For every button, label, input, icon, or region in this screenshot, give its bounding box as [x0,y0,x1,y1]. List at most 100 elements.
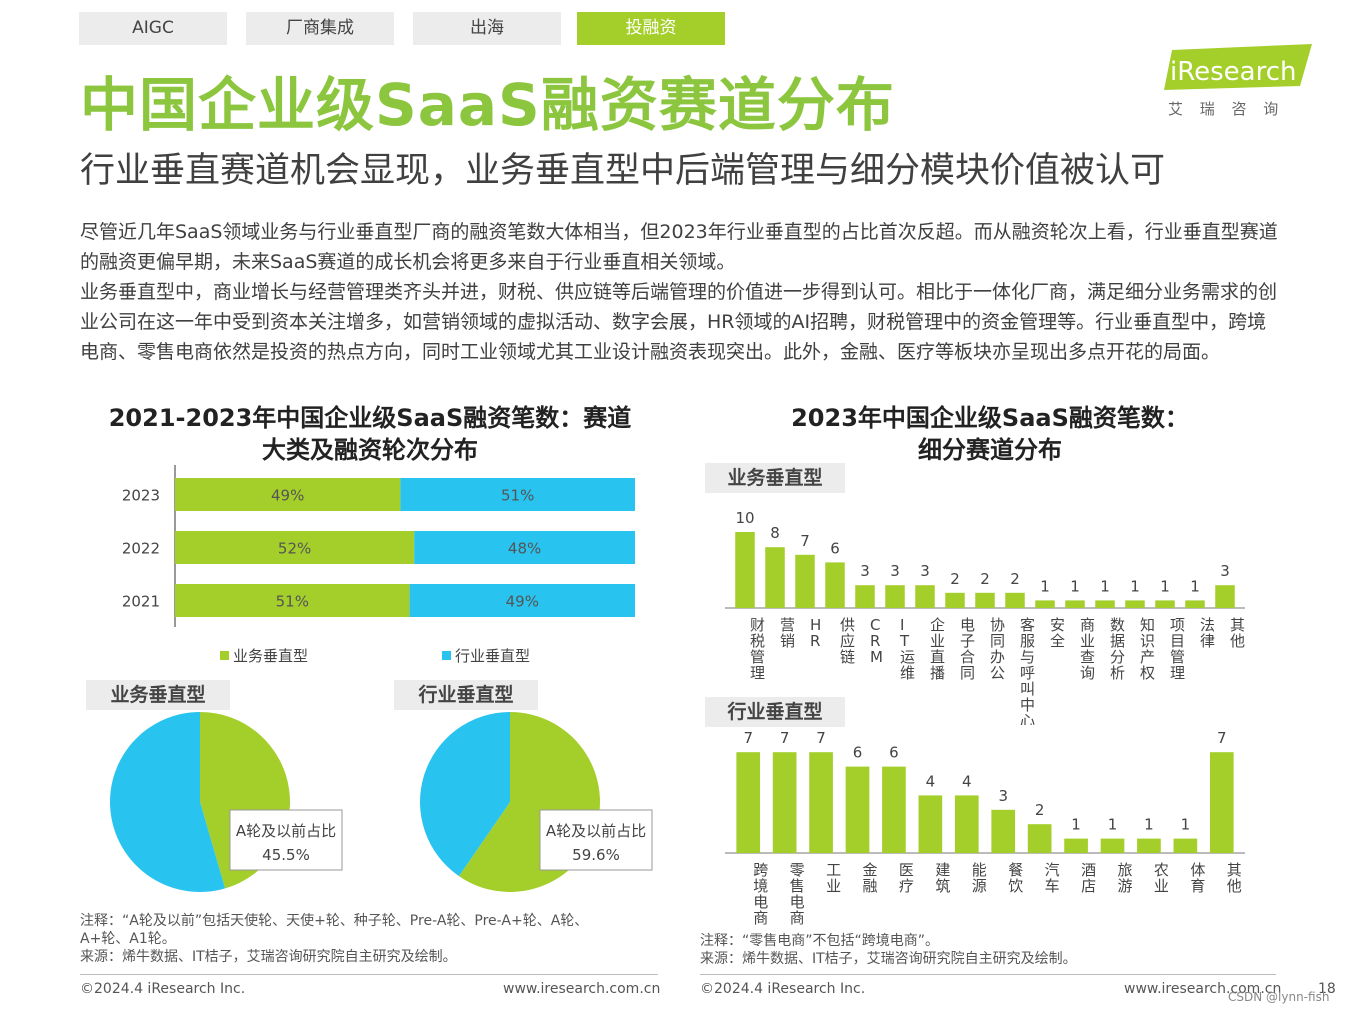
bar-data-label: 1 [1100,577,1110,595]
x-tick-label: 其他 [1227,861,1242,895]
bar-data-label: 2 [980,570,990,588]
bar [885,585,905,608]
x-tick-label: 客服与呼叫中心 [1020,616,1035,725]
bar-data-label: 1 [1130,577,1140,595]
bar [845,766,870,853]
legend-label: 行业垂直型 [455,647,530,665]
x-tick-label: 电子合同 [960,616,975,682]
bar [795,554,815,608]
bar-data-label: 1 [1108,816,1118,834]
right-footer-copyright: ©2024.4 iResearch Inc. [700,981,866,997]
left-note-line1: 注释：“A轮及以前”包括天使轮、天使+轮、种子轮、Pre-A轮、Pre-A+轮、… [80,913,589,929]
pie-label-industry: 行业垂直型 [394,680,538,710]
bar-segment [400,478,635,511]
bar-data-label: 52% [278,540,311,558]
bar [1155,600,1175,608]
bar-data-label: 8 [770,524,780,542]
tab-overseas[interactable]: 出海 [413,12,561,45]
bar-data-label: 3 [860,562,870,580]
body-paragraph-1: 尽管近几年SaaS领域业务与行业垂直型厂商的融资笔数大体相当，但2023年行业垂… [80,221,1278,273]
pie-callout-caption: A轮及以前占比 [236,822,336,840]
x-tick-label: 财税管理 [750,616,765,682]
bar [1005,592,1025,608]
bar [765,547,785,608]
bar-data-label: 7 [800,532,810,550]
x-tick-label: 酒店 [1081,861,1096,895]
bar [1035,600,1055,608]
pie-callout-box [229,809,343,871]
right-chart-title-line1: 2023年中国企业级SaaS融资笔数： [791,404,1189,432]
x-tick-label: 营销 [780,616,795,650]
bar-data-label: 7 [743,729,753,747]
x-tick-label: 知识产权 [1140,616,1155,682]
bar-data-label: 48% [508,540,541,558]
right-source: 来源：烯牛数据、IT桔子，艾瑞咨询研究院自主研究及绘制。 [700,951,1077,967]
bar-segment [175,584,410,617]
bar [736,752,761,853]
bar [882,766,906,853]
bar-data-label: 3 [998,787,1008,805]
right-chart-title-line2: 细分赛道分布 [918,436,1062,464]
logo-cn: 艾 瑞 咨 询 [1168,100,1284,118]
bar-data-label: 1 [1181,816,1191,834]
left-chart-title: 2021-2023年中国企业级SaaS融资笔数：赛道 大类及融资轮次分布 [80,402,660,466]
page-title: 中国企业级SaaS融资赛道分布 [80,71,895,139]
tab-investment[interactable]: 投融资 [577,12,725,45]
bar-data-label: 10 [735,509,754,527]
bar-data-label: 51% [276,593,309,611]
bar-data-label: 6 [889,744,899,762]
bar-data-label: 2 [950,570,960,588]
x-tick-label: 工业 [826,861,841,895]
bar-chart-business-vertical: 10 财税管理 8 营销 7 H R 6 供应链 3 C R M 3 I T 运维 3 企业直播 2 电子合同 2 协同办公… [725,509,1245,725]
bar [735,532,755,608]
bar-data-label: 1 [1190,577,1200,595]
left-note: 注释：“A轮及以前”包括天使轮、天使+轮、种子轮、Pre-A轮、Pre-A+轮、… [80,912,588,966]
bar [918,795,943,853]
pie-slice [420,712,510,877]
bar-data-label: 7 [780,729,790,747]
bar-segment [175,531,415,564]
bar [1100,838,1125,853]
bar [809,752,833,853]
pie-label-business: 业务垂直型 [86,680,230,710]
bar-segment [175,478,401,511]
bar [975,592,995,608]
x-tick-label: 企业直播 [930,616,945,682]
bar-data-label: 3 [1220,562,1230,580]
bar [1185,600,1205,608]
x-tick-label: 商业查询 [1080,616,1095,682]
x-tick-label: 法律 [1200,616,1215,650]
bar [1027,824,1052,853]
bar [772,752,797,853]
bar-data-label: 6 [830,539,840,557]
tab-vendor-integration[interactable]: 厂商集成 [246,12,394,45]
left-chart-title-line1: 2021-2023年中国企业级SaaS融资笔数：赛道 [108,404,632,432]
x-tick-label: 项目管理 [1170,616,1185,682]
bar [991,809,1016,853]
right-note: 注释：“零售电商”不包括“跨境电商”。 来源：烯牛数据、IT桔子，艾瑞咨询研究院… [700,932,1077,968]
right-chart-title: 2023年中国企业级SaaS融资笔数： 细分赛道分布 [700,402,1280,466]
page-subtitle: 行业垂直赛道机会显现，业务垂直型中后端管理与细分模块价值被认可 [80,151,1166,191]
watermark: CSDN @lynn-fish [1228,990,1330,1004]
iresearch-logo: iResearch 艾 瑞 咨 询 [1164,44,1312,118]
bar-data-label: 1 [1144,816,1154,834]
x-tick-label: 跨境电商 [753,861,768,927]
bar-data-label: 7 [1217,729,1227,747]
bar-data-label: 2 [1035,801,1045,819]
x-tick-label: 数据分析 [1110,616,1125,682]
left-footer-copyright: ©2024.4 iResearch Inc. [80,981,246,997]
bar-data-label: 49% [271,487,304,505]
bar-data-label: 4 [962,772,972,790]
bar-segment [409,584,635,617]
x-tick-label: I T 运维 [899,616,915,682]
pie-callout-value: 45.5% [262,846,310,864]
bar-data-label: 6 [853,744,863,762]
left-chart-title-line2: 大类及融资轮次分布 [262,436,478,464]
pie-chart-industry: A轮及以前占比 59.6% [420,712,653,892]
bar [1137,838,1161,853]
x-tick-label: 供应链 [840,616,855,666]
label-industry-vertical: 行业垂直型 [705,697,845,727]
tab-aigc[interactable]: AIGC [79,12,227,45]
